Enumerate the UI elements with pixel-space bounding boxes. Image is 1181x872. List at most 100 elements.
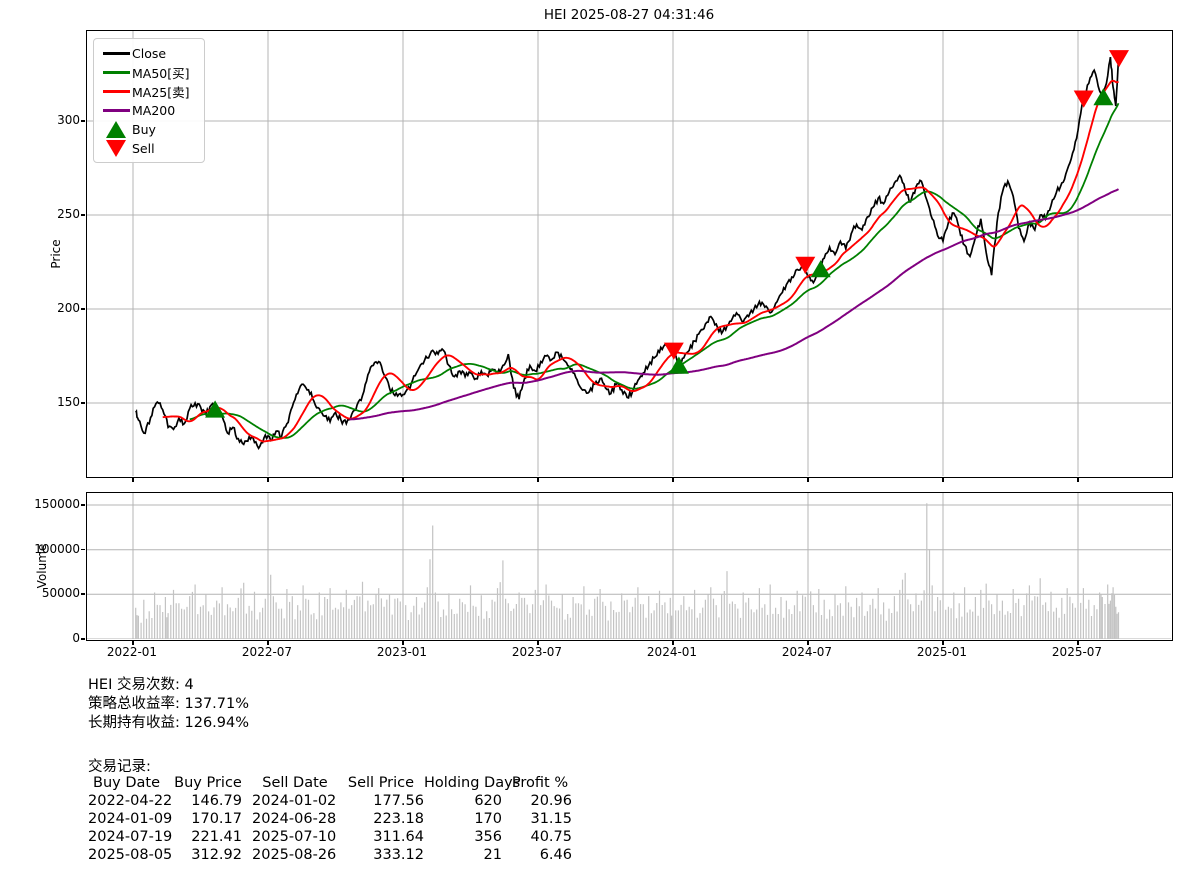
volume-tick-mark <box>81 504 85 506</box>
price-tick-mark <box>81 308 85 310</box>
buy-marker <box>668 356 689 374</box>
trade-row: 2024-01-09 170.17 2024-06-28 223.18 170 31.15 <box>88 810 582 828</box>
x-tick-mark <box>537 478 539 482</box>
price-tick-mark <box>81 214 85 216</box>
trade-cell: Buy Price <box>174 775 242 791</box>
buy-marker-icon <box>100 121 132 138</box>
trade-cell: 2022-04-22 <box>88 793 173 809</box>
price-tick-label: 300 <box>57 113 80 127</box>
ma50-line <box>189 102 1120 439</box>
trade-cell: 2024-06-28 <box>252 811 337 827</box>
trade-header-row: Buy Date Buy Price Sell Date Sell Price Hold… <box>88 774 582 792</box>
trade-cell: 311.64 <box>373 829 424 845</box>
trade-records-table: Buy Date Buy Price Sell Date Sell Price Hold… <box>88 774 582 864</box>
trade-cell: 170.17 <box>191 811 242 827</box>
buy-marker <box>205 400 226 418</box>
chart-title: HEI 2025-08-27 04:31:46 <box>543 7 715 23</box>
legend-item-sell: Sell <box>100 139 198 158</box>
sell-marker <box>795 256 816 274</box>
x-tick-label: 2025-01 <box>916 645 968 659</box>
trade-cell: 2025-07-10 <box>252 829 337 845</box>
trade-cell: 2024-01-02 <box>252 793 337 809</box>
x-tick-label: 2024-01 <box>646 645 698 659</box>
trade-cell: 170 <box>474 811 502 827</box>
x-tick-mark <box>807 641 809 645</box>
summary-strategy-return: 策略总收益率: 137.71% <box>88 696 250 712</box>
trade-cell: 312.92 <box>191 847 242 863</box>
trade-cell: 620 <box>474 793 502 809</box>
price-chart-canvas <box>87 31 1171 476</box>
ma25-line <box>162 79 1120 443</box>
trade-row: 2025-08-05 312.92 2025-08-26 333.12 21 6.46 <box>88 846 582 864</box>
trade-cell: 2025-08-05 <box>88 847 173 863</box>
x-tick-label: 2023-01 <box>376 645 428 659</box>
x-tick-mark <box>1077 478 1079 482</box>
trade-records-title: 交易记录: <box>88 759 151 775</box>
x-tick-label: 2024-07 <box>781 645 833 659</box>
legend-item-close: Close <box>100 44 198 63</box>
x-tick-mark <box>942 641 944 645</box>
x-tick-mark <box>807 478 809 482</box>
volume-tick-mark <box>81 593 85 595</box>
trade-cell: 2024-01-09 <box>88 811 173 827</box>
buy-marker <box>810 260 831 278</box>
x-tick-label: 2023-07 <box>511 645 563 659</box>
price-tick-mark <box>81 120 85 122</box>
volume-tick-label: 100000 <box>34 541 80 556</box>
volume-bars <box>135 503 1120 639</box>
price-chart-panel <box>86 30 1173 478</box>
x-tick-mark <box>672 478 674 482</box>
buy-marker <box>1093 88 1114 106</box>
trade-cell: 223.18 <box>373 811 424 827</box>
trade-cell: Buy Date <box>93 775 160 791</box>
x-tick-mark <box>942 478 944 482</box>
x-tick-mark <box>132 478 134 482</box>
x-tick-mark <box>132 641 134 645</box>
ma200-line-icon <box>100 109 132 112</box>
trade-cell: 177.56 <box>373 793 424 809</box>
trade-cell: Sell Date <box>262 775 328 791</box>
trade-cell: 356 <box>474 829 502 845</box>
trade-cell: 2025-08-26 <box>252 847 337 863</box>
price-tick-label: 200 <box>57 301 80 315</box>
x-tick-mark <box>402 641 404 645</box>
trade-cell: 20.96 <box>530 793 572 809</box>
volume-tick-mark <box>81 638 85 640</box>
trade-cell: Sell Price <box>347 775 415 791</box>
trade-cell: 40.75 <box>530 829 572 845</box>
summary-trade-count: HEI 交易次数: 4 <box>88 677 194 693</box>
volume-tick-mark <box>81 548 85 551</box>
trade-row: 2022-04-22 146.79 2024-01-02 177.56 620 20.96 <box>88 792 582 810</box>
x-tick-mark <box>1077 641 1079 645</box>
legend-item-buy: Buy <box>100 120 198 139</box>
legend-item-ma50: MA50[买] <box>100 63 198 82</box>
close-line-icon <box>100 52 132 55</box>
ma25-line-icon <box>100 90 132 93</box>
trade-cell: 146.79 <box>191 793 242 809</box>
summary-buyhold-return: 长期持有收益: 126.94% <box>88 715 250 731</box>
ma200-line <box>349 188 1120 421</box>
price-tick-label: 250 <box>57 207 80 221</box>
x-tick-mark <box>402 478 404 482</box>
x-tick-mark <box>267 641 269 645</box>
sell-marker <box>1073 90 1094 108</box>
trade-cell: 333.12 <box>373 847 424 863</box>
trade-cell: 6.46 <box>539 847 572 863</box>
sell-marker <box>1109 50 1129 68</box>
sell-marker <box>663 342 684 360</box>
volume-axis-label: Volume <box>35 543 49 589</box>
x-tick-mark <box>537 641 539 645</box>
volume-chart-panel <box>86 492 1173 641</box>
x-tick-mark <box>672 641 674 645</box>
x-tick-label: 2022-07 <box>241 645 293 659</box>
volume-tick-label: 150000 <box>34 497 80 511</box>
x-tick-mark <box>267 478 269 482</box>
x-tick-label: 2025-07 <box>1051 645 1103 659</box>
trade-cell: 31.15 <box>530 811 572 827</box>
trade-cell: Holding Days <box>424 775 521 791</box>
trade-cell: Profit % <box>511 775 569 791</box>
trade-cell: 221.41 <box>191 829 242 845</box>
trade-cell: 21 <box>483 847 502 863</box>
summary-block: HEI 交易次数: 4 策略总收益率: 137.71% 长期持有收益: 126.… <box>88 676 249 733</box>
